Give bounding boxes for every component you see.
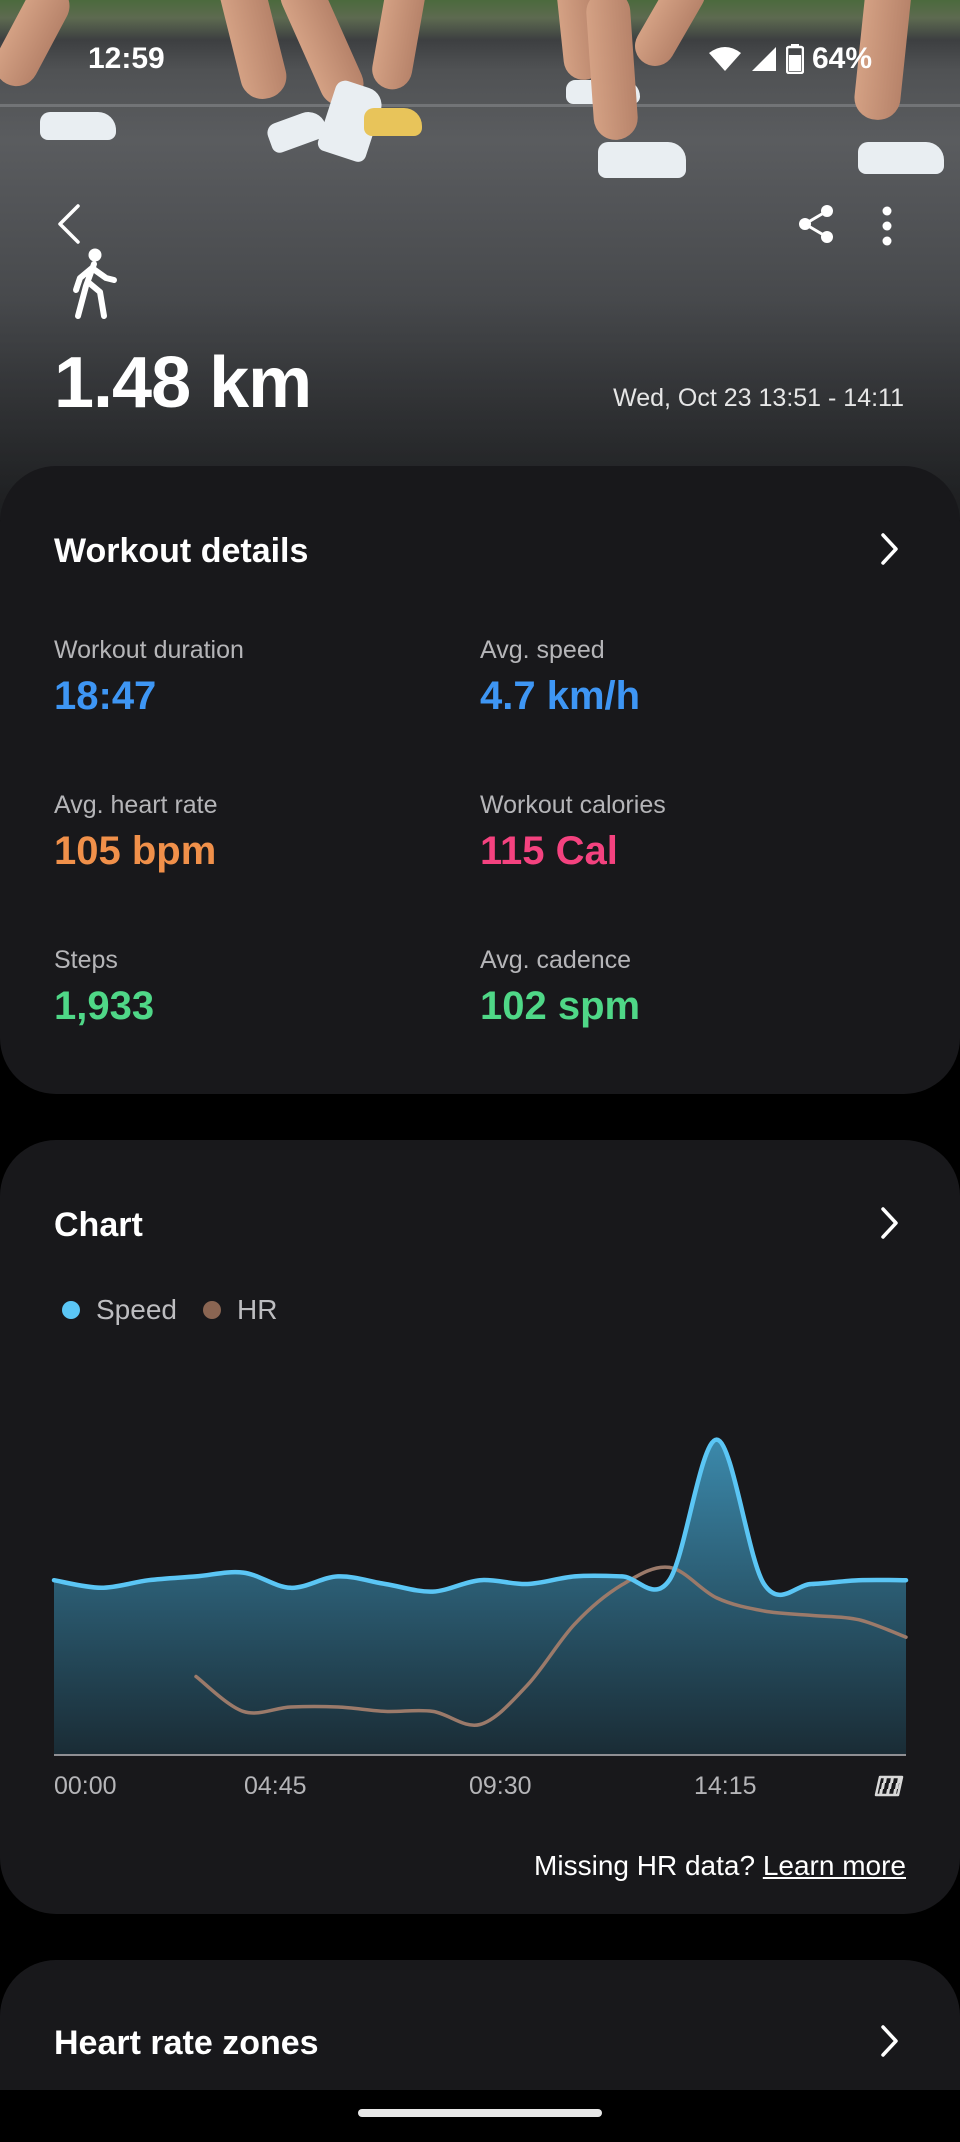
legend-dot-hr [202, 1301, 221, 1319]
status-bar: 12:59 64% [0, 38, 960, 78]
chart-card[interactable] [0, 1140, 960, 1914]
metric-label-calories: Workout calories [480, 791, 666, 819]
x-tick-label: 14:15 [694, 1772, 757, 1800]
workout-details-title: Workout details [54, 532, 309, 570]
speed-hr-chart[interactable] [0, 1320, 960, 1760]
missing-hr-note: Missing HR data? Learn more [534, 1850, 906, 1882]
legend-label-hr: HR [236, 1294, 278, 1325]
wifi-icon [708, 47, 741, 71]
workout-details-card[interactable] [0, 466, 960, 1094]
chevron-left-icon[interactable] [54, 202, 84, 246]
metric-label-steps: Steps [54, 946, 118, 974]
metric-label-duration: Workout duration [54, 636, 244, 664]
x-tick-label: 09:30 [469, 1772, 532, 1800]
metric-value-cadence: 102 spm [480, 984, 641, 1028]
road-lane-line [0, 104, 960, 107]
runner-shoe [40, 112, 116, 140]
chevron-right-icon[interactable] [878, 2024, 900, 2058]
speed-area [54, 1439, 906, 1755]
runner-shoe [598, 142, 686, 178]
chart-title: Chart [54, 1206, 143, 1244]
metric-value-speed: 4.7 km/h [480, 674, 641, 718]
legend-item-speed: Speed [62, 1294, 177, 1326]
battery-icon [785, 44, 804, 74]
walking-icon [73, 248, 117, 319]
battery-level: 64% [811, 42, 872, 75]
more-vertical-icon[interactable] [880, 206, 894, 246]
heart-rate-zones-card[interactable] [0, 1960, 960, 2090]
x-tick-label: 00:00 [54, 1772, 117, 1800]
chart-legend: Speed HR [62, 1294, 303, 1326]
heart-rate-zones-title: Heart rate zones [54, 2024, 319, 2062]
runner-shoe [364, 108, 422, 136]
finish-flag-icon [874, 1775, 904, 1797]
speed-series-line [51, 1437, 909, 1598]
chevron-right-icon[interactable] [878, 1206, 900, 1240]
missing-hr-text: Missing HR data? [534, 1850, 756, 1881]
legend-label-speed: Speed [96, 1294, 177, 1325]
chevron-right-icon[interactable] [878, 532, 900, 566]
metric-value-heart-rate: 105 bpm [54, 829, 217, 873]
legend-dot-speed [62, 1301, 80, 1319]
gesture-nav-bar[interactable] [358, 2109, 602, 2117]
metric-label-speed: Avg. speed [480, 636, 605, 664]
metric-label-heart-rate: Avg. heart rate [54, 791, 218, 819]
status-time: 12:59 [88, 42, 165, 75]
metric-value-steps: 1,933 [54, 984, 155, 1028]
learn-more-link[interactable]: Learn more [762, 1850, 906, 1881]
hero-photo [0, 0, 960, 520]
share-icon[interactable] [797, 204, 835, 244]
hr-series-line [194, 1565, 908, 1727]
metric-label-cadence: Avg. cadence [480, 946, 632, 974]
metric-value-duration: 18:47 [54, 674, 157, 718]
signal-icon [751, 47, 776, 71]
workout-date-range: Wed, Oct 23 13:51 - 14:11 [613, 384, 904, 412]
status-icons: 64% [708, 42, 872, 76]
metric-value-calories: 115 Cal [480, 829, 618, 873]
legend-item-hr: HR [202, 1294, 278, 1326]
x-tick-label: 04:45 [244, 1772, 307, 1800]
workout-distance: 1.48 km [54, 343, 312, 423]
runner-shoe [858, 142, 944, 174]
